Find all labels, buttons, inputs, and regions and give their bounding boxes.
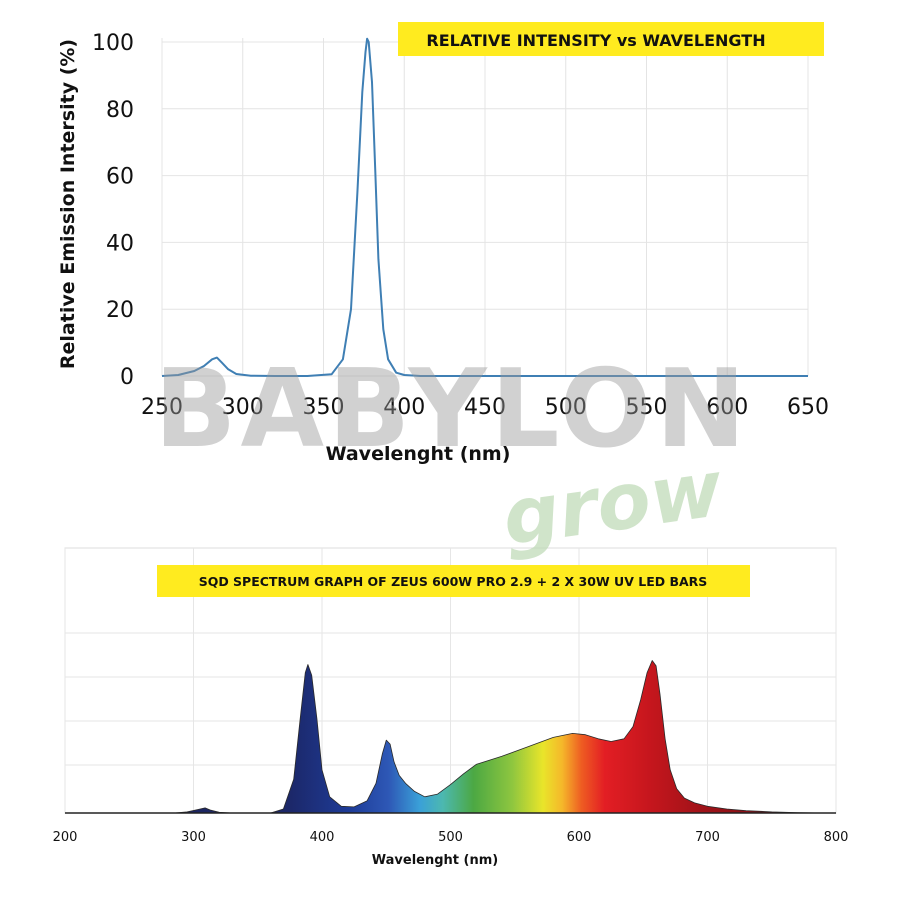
top-x-tick-label: 300 xyxy=(222,395,264,420)
bottom-chart-gridlines xyxy=(64,548,837,813)
top-y-tick-label: 60 xyxy=(106,165,134,190)
top-chart-plot xyxy=(161,37,808,377)
bottom-chart-title: SQD SPECTRUM GRAPH OF ZEUS 600W PRO 2.9 … xyxy=(199,574,708,589)
top-y-tick-label: 100 xyxy=(92,31,134,56)
bottom-x-tick-label: 700 xyxy=(695,830,720,845)
bottom-chart-plot xyxy=(65,660,836,814)
top-x-tick-label: 500 xyxy=(545,395,587,420)
top-x-axis-title: Wavelenght (nm) xyxy=(326,443,511,465)
bottom-x-tick-label: 200 xyxy=(53,830,78,845)
top-x-tick-label: 350 xyxy=(303,395,345,420)
bottom-x-tick-label: 600 xyxy=(567,830,592,845)
top-x-tick-label: 450 xyxy=(464,395,506,420)
watermark-brand: BABYLON xyxy=(154,347,750,472)
top-y-tick-label: 40 xyxy=(106,231,134,256)
top-y-tick-label: 0 xyxy=(120,365,134,390)
watermark: BABYLON grow xyxy=(154,347,750,564)
top-y-tick-label: 20 xyxy=(106,298,134,323)
bottom-x-tick-label: 800 xyxy=(824,830,849,845)
top-chart-title: RELATIVE INTENSITY vs WAVELENGTH xyxy=(426,31,765,50)
top-y-tick-label: 80 xyxy=(106,98,134,123)
top-y-tick-labels: 0 20 40 60 80 100 xyxy=(92,31,134,390)
top-x-tick-label: 600 xyxy=(706,395,748,420)
top-chart-gridlines xyxy=(161,38,809,377)
bottom-x-axis-title: Wavelenght (nm) xyxy=(372,853,498,868)
bottom-title-background xyxy=(157,565,750,597)
top-chart-title-banner: RELATIVE INTENSITY vs WAVELENGTH xyxy=(398,22,824,56)
top-title-background xyxy=(398,22,824,56)
top-x-tick-labels: 250 300 350 400 450 500 550 600 650 xyxy=(141,395,829,420)
top-x-tick-label: 400 xyxy=(383,395,425,420)
top-x-tick-label: 550 xyxy=(626,395,668,420)
top-series-line xyxy=(161,37,808,377)
bottom-x-tick-label: 400 xyxy=(310,830,335,845)
bottom-x-tick-labels: 200 300 400 500 600 700 800 xyxy=(53,830,849,845)
bottom-spectrum-area xyxy=(173,660,824,814)
bottom-chart-title-banner: SQD SPECTRUM GRAPH OF ZEUS 600W PRO 2.9 … xyxy=(157,565,750,597)
top-x-tick-label: 650 xyxy=(787,395,829,420)
bottom-x-tick-label: 500 xyxy=(438,830,463,845)
bottom-x-tick-label: 300 xyxy=(181,830,206,845)
top-x-tick-label: 250 xyxy=(141,395,183,420)
top-y-axis-title: Relative Emission Intersity (%) xyxy=(57,39,79,369)
